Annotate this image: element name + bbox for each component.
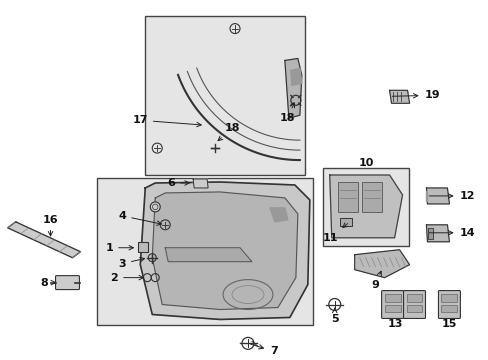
FancyBboxPatch shape xyxy=(403,291,425,319)
Text: 11: 11 xyxy=(322,223,347,243)
Bar xyxy=(384,293,400,302)
Text: 18: 18 xyxy=(279,103,295,123)
Polygon shape xyxy=(285,58,301,118)
Polygon shape xyxy=(354,250,408,278)
Text: 8: 8 xyxy=(41,278,55,288)
Bar xyxy=(406,305,422,312)
Polygon shape xyxy=(140,182,309,319)
Text: 3: 3 xyxy=(118,257,144,269)
Bar xyxy=(384,305,400,312)
Text: 16: 16 xyxy=(42,215,58,236)
Text: 4: 4 xyxy=(118,211,161,225)
Bar xyxy=(337,182,357,212)
Bar xyxy=(339,218,351,226)
Polygon shape xyxy=(329,175,402,238)
FancyBboxPatch shape xyxy=(56,276,80,289)
Text: 19: 19 xyxy=(391,90,439,100)
Text: 15: 15 xyxy=(441,319,456,329)
Circle shape xyxy=(150,202,160,212)
Polygon shape xyxy=(426,191,427,201)
Polygon shape xyxy=(193,179,208,188)
Text: 2: 2 xyxy=(110,273,143,283)
Text: 1: 1 xyxy=(105,243,133,253)
FancyBboxPatch shape xyxy=(438,291,459,319)
Bar xyxy=(138,242,148,252)
Polygon shape xyxy=(290,68,301,85)
Polygon shape xyxy=(152,192,297,310)
Text: 14: 14 xyxy=(428,228,474,238)
Bar xyxy=(406,293,422,302)
Polygon shape xyxy=(426,225,448,242)
Polygon shape xyxy=(389,90,408,103)
Polygon shape xyxy=(269,208,287,222)
Bar xyxy=(427,228,432,239)
Text: 5: 5 xyxy=(330,308,338,324)
Bar xyxy=(145,15,304,175)
Text: 7: 7 xyxy=(250,344,277,356)
Text: 18: 18 xyxy=(218,123,240,141)
Polygon shape xyxy=(165,248,251,262)
Text: 12: 12 xyxy=(428,191,474,201)
Polygon shape xyxy=(426,188,448,204)
Polygon shape xyxy=(8,222,81,258)
Bar xyxy=(322,168,407,246)
Bar xyxy=(361,182,381,212)
Text: 9: 9 xyxy=(371,271,381,289)
Text: 17: 17 xyxy=(132,115,201,127)
Bar xyxy=(97,178,312,325)
Text: 6: 6 xyxy=(167,178,189,188)
Bar xyxy=(441,305,456,312)
Text: 13: 13 xyxy=(387,319,403,329)
Text: 10: 10 xyxy=(358,158,374,168)
FancyBboxPatch shape xyxy=(381,291,403,319)
Bar xyxy=(441,293,456,302)
